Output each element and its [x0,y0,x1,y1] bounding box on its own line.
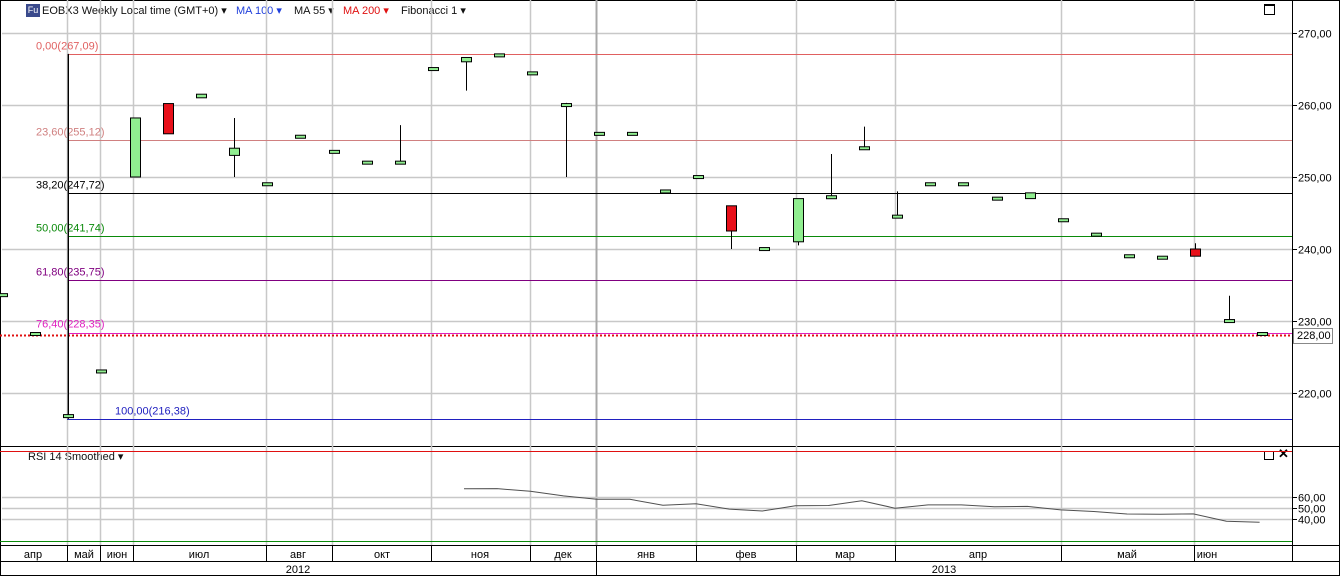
candle [0,293,8,298]
ma200-label: MA 200 [343,5,381,17]
candle [461,56,472,63]
candle [660,189,671,194]
candle [1058,218,1069,223]
instrument-title[interactable]: EOBX3 Weekly Local time (GMT+0) ▾ [42,4,227,17]
fibonacci-menu[interactable]: Fibonacci 1 ▾ [401,4,466,17]
candle [196,93,207,99]
instrument-badge[interactable]: Fu [26,4,40,17]
candle [63,414,74,419]
candle [859,146,870,151]
ma100-menu[interactable]: MA 100 ▾ [236,4,282,17]
fibonacci-level-label: 0,00(267,09) [36,41,98,53]
candle [527,71,538,76]
ma55-menu[interactable]: MA 55 ▾ [294,4,334,17]
rsi-panel-menu[interactable]: RSI 14 Smoothed ▾ [28,450,123,463]
candle [594,131,605,136]
instrument-label: EOBX3 Weekly Local time (GMT+0) [42,5,219,17]
month-label: янв [637,549,655,561]
candle [992,196,1003,201]
fibonacci-level-label: 61,80(235,75) [36,267,105,279]
rsi-tick-label: 60,00 [1298,493,1326,505]
fibonacci-level-label: 38,20(247,72) [36,180,105,192]
ma55-label: MA 55 [294,5,326,17]
price-tick-label: 220,00 [1298,389,1332,401]
month-label: июл [189,549,210,561]
rsi-close-icon[interactable]: ✕ [1278,446,1289,461]
chevron-down-icon: ▾ [276,5,282,17]
candle [30,332,41,337]
rsi-tick-label: 40,00 [1298,515,1326,527]
fibonacci-label: Fibonacci 1 [401,5,458,17]
last-price-label: 228,00 [1297,330,1331,342]
fibonacci-level-label: 50,00(241,74) [36,223,105,235]
candle [1025,192,1036,200]
month-label: июн [1197,549,1217,561]
chevron-down-icon: ▾ [221,5,227,17]
month-label: мар [835,549,855,561]
candle [892,214,903,219]
month-label: дек [554,549,572,561]
month-label: авг [290,549,306,561]
month-label: июн [107,549,127,561]
candle [362,160,373,165]
price-tick-label: 260,00 [1298,101,1332,113]
month-label: апр [24,549,42,561]
rsi-line [463,488,1260,523]
month-label: окт [374,549,390,561]
candle [262,182,273,187]
price-tick-label: 250,00 [1298,173,1332,185]
month-label: фев [735,549,756,561]
month-label: ноя [471,549,489,561]
candle [295,134,306,139]
candle [395,160,406,165]
candle [759,247,770,252]
candle [163,103,174,135]
candle [693,175,704,180]
last-price-marker: 228,00 [1293,328,1333,344]
candle [1157,255,1168,260]
candle [229,147,240,156]
year-label: 2012 [286,564,310,576]
chevron-down-icon: ▾ [460,5,466,17]
candle [494,53,505,58]
candle [726,205,737,232]
candle [1190,248,1201,257]
candle [793,198,804,243]
chevron-down-icon: ▾ [383,5,389,17]
candle [329,149,340,154]
month-label: май [74,549,94,561]
price-tick-label: 230,00 [1298,317,1332,329]
candle [561,103,572,108]
candle [1224,319,1235,324]
price-tick-label: 240,00 [1298,245,1332,257]
chevron-down-icon: ▾ [328,5,334,17]
candle [925,182,936,187]
candle [130,117,141,178]
month-label: апр [969,549,987,561]
candle [826,195,837,200]
year-label: 2013 [932,564,956,576]
candle [958,182,969,187]
fibonacci-level-label: 100,00(216,38) [115,406,190,418]
rsi-tick-label: 50,00 [1298,504,1326,516]
candle [627,131,638,136]
fibonacci-level-label: 76,40(228,35) [36,319,105,331]
price-tick-label: 270,00 [1298,29,1332,41]
month-label: май [1117,549,1137,561]
candle [1124,254,1135,259]
maximize-icon[interactable] [1264,4,1275,15]
chevron-down-icon: ▾ [117,451,124,463]
candle [428,67,439,72]
ma200-menu[interactable]: MA 200 ▾ [343,4,389,17]
candle [1257,332,1268,337]
fibonacci-level-label: 23,60(255,12) [36,127,105,139]
rsi-label: RSI 14 Smoothed [28,451,115,463]
candle [96,369,107,374]
candle [1091,232,1102,237]
ma100-label: MA 100 [236,5,274,17]
